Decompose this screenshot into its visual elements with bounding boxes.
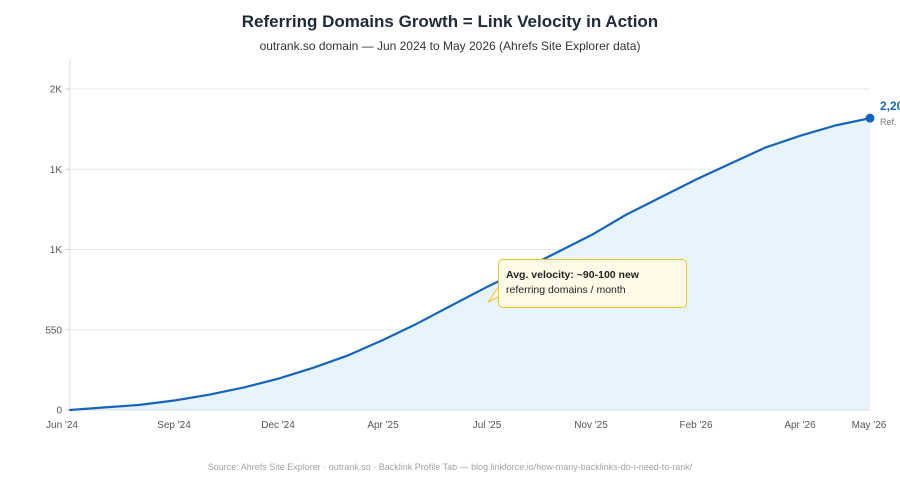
y-tick-label: 0 bbox=[56, 406, 62, 417]
area-fill-layer bbox=[70, 118, 870, 410]
x-tick-label: Jun '24 bbox=[46, 420, 78, 431]
y-tick-label: 2K bbox=[50, 85, 63, 96]
tick-labels: 0 550 1K 1K 2K Jun '24 Sep '24 Dec '24 Apr '25 Ju… bbox=[45, 85, 886, 432]
x-tick-label: Dec '24 bbox=[261, 420, 295, 431]
callout-line-1: Avg. velocity: ~90-100 new bbox=[506, 269, 639, 281]
chart-title: Referring Domains Growth = Link Velocity… bbox=[241, 12, 659, 31]
axes bbox=[66, 60, 870, 411]
endpoint-sub-label: Ref. bbox=[880, 117, 897, 127]
y-tick-label: 550 bbox=[45, 325, 62, 336]
source-footer: Source: Ahrefs Site Explorer · outrank.s… bbox=[207, 462, 693, 472]
x-tick-label: May '26 bbox=[852, 420, 887, 431]
endpoint-layer: 2,200 Ref. bbox=[880, 99, 900, 127]
x-tick-label: Sep '24 bbox=[157, 420, 191, 431]
series-line bbox=[68, 117, 872, 412]
x-tick-label: Feb '26 bbox=[679, 420, 712, 431]
series-line-layer bbox=[68, 113, 875, 412]
x-tick-label: Apr '26 bbox=[784, 420, 816, 431]
velocity-callout: Avg. velocity: ~90-100 new referring dom… bbox=[498, 259, 687, 308]
x-tick-label: Jul '25 bbox=[473, 420, 502, 431]
y-tick-label: 1K bbox=[50, 165, 63, 176]
endpoint-value-label: 2,200 bbox=[880, 99, 900, 113]
chart-subtitle: outrank.so domain — Jun 2024 to May 2026… bbox=[259, 39, 641, 53]
series-area bbox=[70, 118, 870, 410]
x-tick-label: Nov '25 bbox=[574, 420, 608, 431]
chart-plot: 0 550 1K 1K 2K Jun '24 Sep '24 Dec '24 Apr '25 Ju… bbox=[45, 60, 900, 432]
y-tick-label: 1K bbox=[50, 245, 63, 256]
x-tick-label: Apr '25 bbox=[367, 420, 399, 431]
callout-line-2: referring domains / month bbox=[506, 284, 626, 296]
endpoint-marker bbox=[865, 113, 875, 123]
